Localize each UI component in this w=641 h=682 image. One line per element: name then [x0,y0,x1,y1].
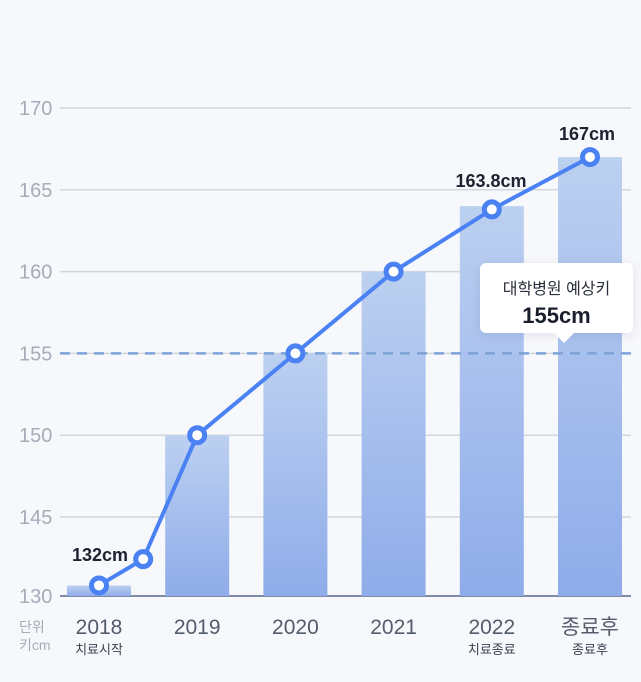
x-category-label: 2020 [272,616,319,639]
line-point [285,343,306,364]
line-point [383,261,404,282]
y-tick-label: 155 [19,343,52,365]
x-category-label: 2021 [370,616,417,639]
y-tick-label: 145 [19,507,52,529]
x-sub-label: 치료종료 [468,642,516,657]
y-tick-label: 170 [19,98,52,120]
line-point [481,199,502,220]
reference-label: 대학병원 예상키 [502,281,611,298]
line-point [187,425,208,446]
data-label: 163.8cm [455,171,526,191]
line-point [580,147,600,168]
data-label: 167cm [559,124,615,144]
y-tick-label: 165 [19,180,52,202]
y-tick-label: 130 [19,586,52,608]
line-point [89,575,109,596]
x-category-label: 2019 [174,616,221,639]
reference-callout: 대학병원 예상키 155cm [480,263,633,343]
x-category-label: 2018 [76,616,123,639]
x-sub-label: 치료시작 [75,642,123,657]
bar [361,271,426,596]
bar [263,353,328,596]
y-tick-label: 160 [19,262,52,284]
x-sub-label: 종료후 [572,642,608,657]
bar [558,157,622,596]
unit-label-line1: 단위 [19,619,45,635]
y-tick-label: 150 [19,425,52,447]
reference-value: 155cm [522,303,591,328]
data-label: 132cm [72,545,128,565]
x-category-label: 2022 [468,616,515,639]
line-point [133,549,154,570]
unit-label-line2: 키cm [19,637,51,653]
x-category-label: 종료후 [561,616,619,639]
bar [165,435,230,596]
